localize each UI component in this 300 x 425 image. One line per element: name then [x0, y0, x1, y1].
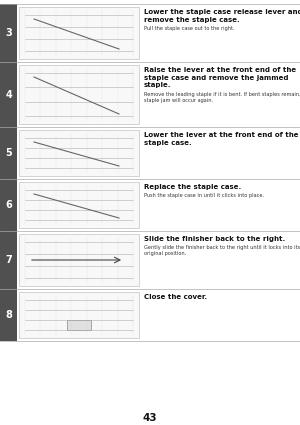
Text: Raise the lever at the front end of the
staple case and remove the jammed
staple: Raise the lever at the front end of the … — [144, 67, 296, 88]
Text: 4: 4 — [5, 90, 12, 99]
Bar — [19, 130, 139, 176]
Text: 8: 8 — [5, 310, 12, 320]
Text: 43: 43 — [143, 413, 157, 423]
Text: Pull the staple case out to the right.: Pull the staple case out to the right. — [144, 26, 235, 31]
Text: Lower the lever at the front end of the
staple case.: Lower the lever at the front end of the … — [144, 132, 298, 145]
Bar — [67, 320, 91, 330]
Bar — [0, 289, 17, 341]
Text: Gently slide the finisher back to the right until it locks into its
original pos: Gently slide the finisher back to the ri… — [144, 245, 300, 256]
Text: 6: 6 — [5, 200, 12, 210]
Bar — [19, 65, 139, 124]
Bar — [19, 7, 139, 59]
Bar — [0, 231, 17, 289]
Text: 7: 7 — [5, 255, 12, 265]
Text: 5: 5 — [5, 148, 12, 158]
Bar — [0, 127, 17, 179]
Bar — [0, 179, 17, 231]
Bar — [0, 62, 17, 127]
Text: Close the cover.: Close the cover. — [144, 294, 207, 300]
Text: Push the staple case in until it clicks into place.: Push the staple case in until it clicks … — [144, 193, 264, 198]
Text: Remove the leading staple if it is bent. If bent staples remain, a
staple jam wi: Remove the leading staple if it is bent.… — [144, 92, 300, 103]
Bar — [19, 292, 139, 338]
Text: Lower the staple case release lever and
remove the staple case.: Lower the staple case release lever and … — [144, 9, 300, 23]
Bar — [19, 182, 139, 228]
Bar — [0, 4, 17, 62]
Bar — [19, 234, 139, 286]
Text: Slide the finisher back to the right.: Slide the finisher back to the right. — [144, 236, 285, 242]
Text: 3: 3 — [5, 28, 12, 38]
Text: Replace the staple case.: Replace the staple case. — [144, 184, 241, 190]
